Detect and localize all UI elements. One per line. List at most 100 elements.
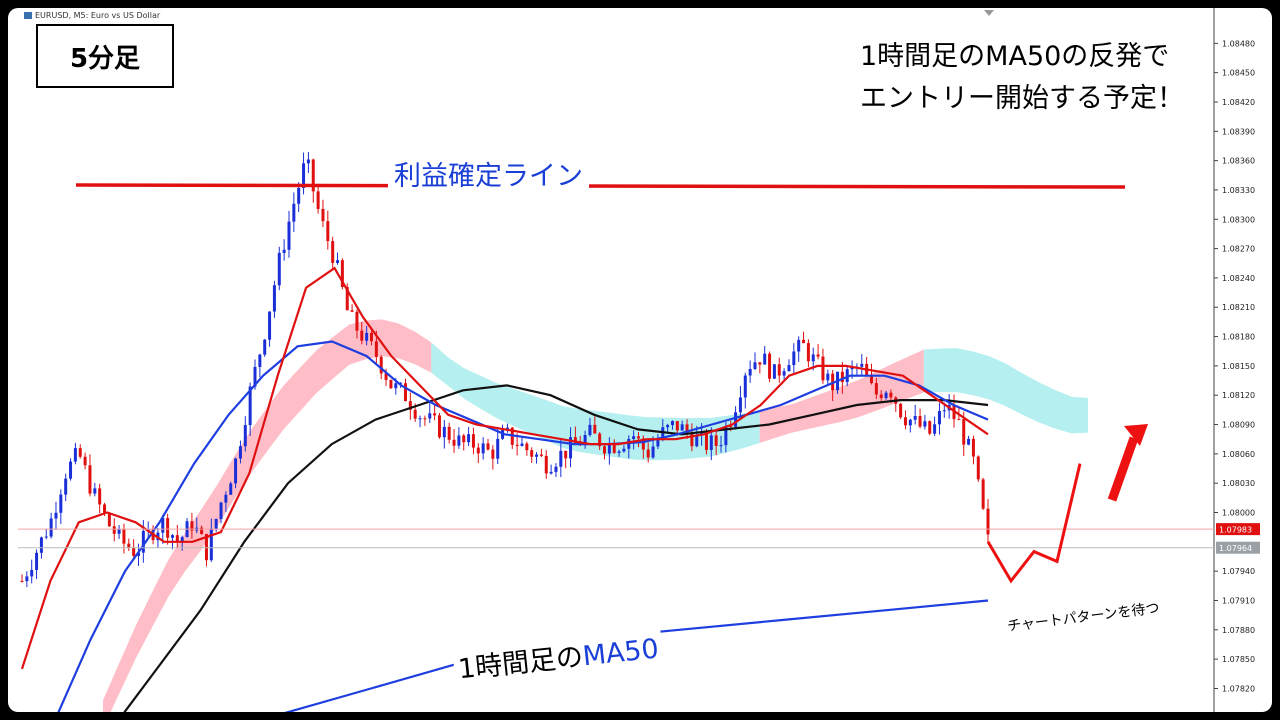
- candle-body: [170, 535, 174, 538]
- candle-body: [20, 580, 24, 582]
- candle-body: [564, 450, 568, 459]
- up-arrow-icon: [1124, 424, 1148, 446]
- candle-body: [224, 494, 228, 503]
- bid-price-tag: [1216, 541, 1260, 554]
- candle-body: [69, 461, 73, 479]
- candle-body: [486, 443, 490, 450]
- candle-body: [379, 356, 383, 374]
- candle-body: [743, 375, 747, 398]
- window-title: EURUSD, M5: Euro vs US Dollar: [24, 11, 160, 20]
- candle-body: [913, 415, 917, 420]
- candle-body: [350, 310, 354, 312]
- candle-body: [268, 311, 272, 340]
- candle-body: [899, 403, 903, 418]
- candle-body: [641, 438, 645, 450]
- candle-body: [598, 433, 602, 447]
- candle-body: [670, 421, 674, 426]
- price-axis-tick-label: 1.08180: [1222, 333, 1255, 342]
- plan-note-line-2: エントリー開始する予定！: [860, 83, 1184, 114]
- price-chart[interactable]: 1.08480 1.08450 1.08420 1.08390 1.08360 1.083…: [8, 8, 1272, 712]
- candle-body: [83, 456, 87, 466]
- candle-body: [200, 527, 204, 535]
- candle-body: [272, 285, 276, 312]
- candle-body: [204, 534, 208, 561]
- timeframe-label: 5分足: [36, 24, 174, 88]
- candle-body: [127, 543, 131, 548]
- candle-body: [573, 437, 577, 444]
- candle-body: [471, 434, 475, 448]
- candle-body: [840, 371, 844, 383]
- candle-body: [229, 483, 233, 495]
- candle-body: [253, 366, 257, 387]
- candle-body: [869, 375, 873, 384]
- candle-body: [166, 518, 170, 538]
- candle-body: [180, 537, 184, 542]
- collapse-handle-icon[interactable]: [984, 10, 994, 16]
- candle-body: [903, 417, 907, 426]
- candle-body: [617, 451, 621, 453]
- candle-body: [238, 446, 242, 459]
- candle-body: [874, 383, 878, 395]
- candle-body: [103, 504, 107, 514]
- candle-body: [306, 159, 310, 164]
- price-axis-tick-label: 1.08000: [1222, 509, 1255, 518]
- candle-body: [525, 443, 529, 451]
- candle-body: [277, 252, 281, 286]
- candle-body: [141, 530, 145, 553]
- candle-body: [768, 353, 772, 379]
- window-title-text: EURUSD, M5: Euro vs US Dollar: [35, 11, 161, 20]
- candle-body: [59, 494, 63, 513]
- up-arrow-shaft: [1107, 436, 1139, 502]
- candle-body: [476, 447, 480, 454]
- candle-body: [724, 426, 728, 446]
- candle-body: [389, 379, 393, 389]
- candle-body: [782, 371, 786, 376]
- take-profit-line: [75, 183, 1126, 189]
- price-axis-tick-label: 1.08300: [1222, 215, 1255, 224]
- candle-body: [423, 418, 427, 420]
- candle-body: [811, 354, 815, 362]
- candle-body: [25, 576, 29, 582]
- candle-body: [112, 526, 116, 534]
- candle-body: [30, 569, 34, 577]
- candle-body: [496, 438, 500, 459]
- projected-w-pattern: [986, 463, 1082, 584]
- ma50-h1-label-suffix: MA50: [581, 633, 661, 673]
- candle-body: [175, 535, 179, 542]
- candle-body: [889, 392, 893, 398]
- candle-body: [680, 424, 684, 431]
- candle-body: [714, 435, 718, 446]
- candle-body: [559, 450, 563, 467]
- candle-body: [685, 424, 689, 433]
- candle-body: [957, 419, 961, 421]
- candle-body: [326, 221, 330, 242]
- candle-body: [928, 421, 932, 434]
- candle-body: [311, 159, 315, 192]
- candle-body: [331, 241, 335, 263]
- candle-body: [777, 364, 781, 376]
- price-axis-tick-label: 1.08240: [1222, 274, 1255, 283]
- candle-body: [345, 286, 349, 311]
- candle-body: [374, 341, 378, 357]
- candle-body: [850, 367, 854, 370]
- candle-body: [457, 435, 461, 446]
- candle-body: [491, 449, 495, 459]
- candle-body: [447, 426, 451, 440]
- chart-window: 1.08480 1.08450 1.08420 1.08390 1.08360 1.083…: [8, 8, 1272, 712]
- candle-body: [962, 419, 966, 445]
- candle-body: [981, 479, 985, 509]
- candle-body: [442, 426, 446, 438]
- candle-body: [44, 536, 48, 538]
- candle-body: [248, 386, 252, 426]
- candle-body: [636, 436, 640, 439]
- candle-body: [64, 478, 68, 495]
- candle-body: [107, 513, 111, 527]
- candle-body: [35, 552, 39, 570]
- candle-body: [607, 443, 611, 454]
- candle-body: [297, 187, 301, 204]
- candle-body: [394, 383, 398, 389]
- candle-body: [588, 424, 592, 436]
- price-axis-tick-label: 1.08270: [1222, 245, 1255, 254]
- candle-body: [593, 424, 597, 434]
- price-axis-tick-label: 1.08480: [1222, 39, 1255, 48]
